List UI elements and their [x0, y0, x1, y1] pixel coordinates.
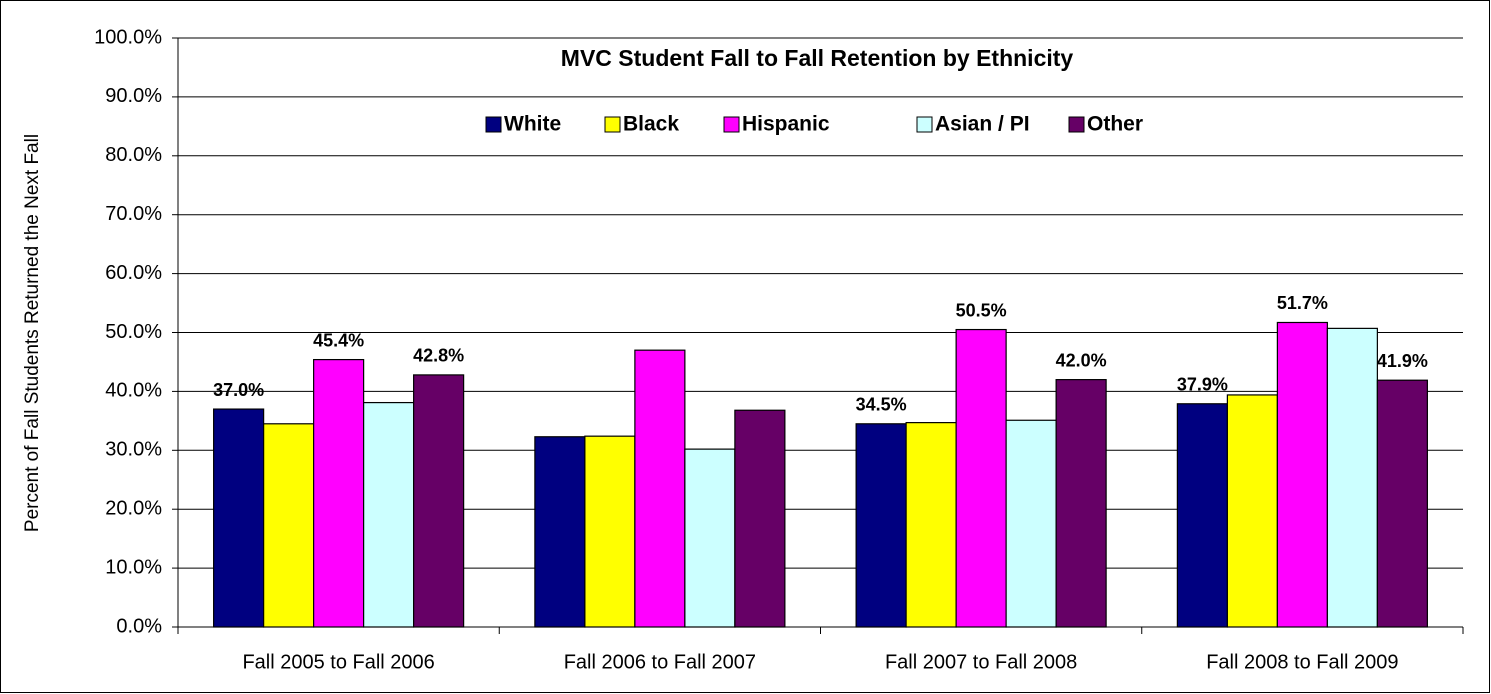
y-tick-label: 30.0%: [105, 439, 162, 461]
data-label: 37.9%: [1177, 375, 1228, 395]
y-tick-label: 0.0%: [116, 615, 162, 637]
data-label: 45.4%: [313, 330, 364, 350]
x-tick-label: Fall 2007 to Fall 2008: [885, 651, 1077, 673]
legend-label: Asian / PI: [935, 113, 1030, 136]
x-tick-label: Fall 2005 to Fall 2006: [242, 651, 434, 673]
chart-title: MVC Student Fall to Fall Retention by Et…: [561, 45, 1074, 71]
y-tick-label: 10.0%: [105, 556, 162, 578]
y-tick-label: 20.0%: [105, 497, 162, 519]
bar: [1055, 379, 1107, 628]
x-tick-label: Fall 2008 to Fall 2009: [1206, 651, 1398, 673]
bar: [1276, 321, 1328, 628]
data-label: 34.5%: [856, 395, 907, 415]
bar: [955, 328, 1007, 628]
data-label: 50.5%: [956, 300, 1007, 320]
bar: [313, 358, 365, 628]
bar: [1326, 327, 1378, 628]
y-axis-label: Percent of Fall Students Returned the Ne…: [22, 134, 43, 532]
bar: [534, 436, 586, 628]
y-tick-label: 100.0%: [94, 26, 162, 48]
bar: [1005, 419, 1057, 628]
legend-swatch: [604, 116, 621, 133]
bar: [684, 448, 736, 628]
legend-swatch: [485, 116, 502, 133]
bar: [634, 349, 686, 628]
y-tick-label: 90.0%: [105, 85, 162, 107]
legend-label: Black: [623, 113, 679, 136]
bar: [1176, 403, 1228, 628]
legend-swatch: [1068, 116, 1085, 133]
y-tick-label: 70.0%: [105, 203, 162, 225]
legend-label: Other: [1087, 113, 1143, 136]
y-tick-label: 50.0%: [105, 321, 162, 343]
y-tick-label: 80.0%: [105, 144, 162, 166]
x-tick-label: Fall 2006 to Fall 2007: [564, 651, 756, 673]
legend-swatch: [723, 116, 740, 133]
bar: [213, 408, 265, 628]
data-label: 41.9%: [1377, 351, 1428, 371]
bar: [363, 401, 415, 628]
data-label: 37.0%: [213, 380, 264, 400]
legend-swatch: [916, 116, 933, 133]
bar: [413, 374, 465, 628]
y-tick-label: 60.0%: [105, 262, 162, 284]
bar: [263, 423, 315, 628]
bar: [734, 409, 786, 628]
data-label: 42.8%: [413, 346, 464, 366]
legend-label: White: [504, 113, 561, 136]
bar: [584, 435, 636, 628]
bar: [1376, 379, 1428, 628]
legend-label: Hispanic: [742, 113, 830, 136]
bar: [905, 422, 957, 628]
bar: [1226, 394, 1278, 628]
data-label: 51.7%: [1277, 293, 1328, 313]
data-label: 42.0%: [1056, 350, 1107, 370]
bar: [855, 423, 907, 628]
y-tick-label: 40.0%: [105, 380, 162, 402]
